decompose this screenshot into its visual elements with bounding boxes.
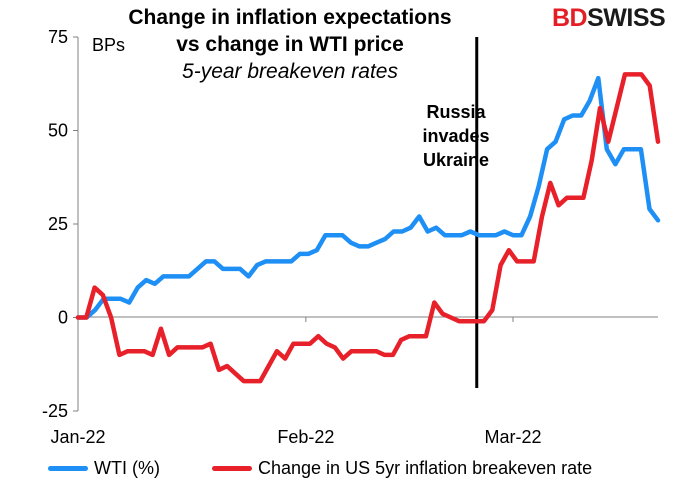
title-line-1: Change in inflation expectations [128,6,452,29]
series-line-breakeven [75,72,661,384]
y-tick-label: -25 [42,401,68,421]
legend-item-breakeven: Change in US 5yr inflation breakeven rat… [212,458,592,479]
series-line-wti [75,75,661,320]
brand-logo: BDSWISS [552,4,666,33]
logo-bd: BD [552,4,588,32]
x-tick-label: Mar-22 [484,427,541,447]
y-axis-unit-label: BPs [92,35,126,55]
legend-label-breakeven: Change in US 5yr inflation breakeven rat… [258,458,593,478]
event-annotation: Russia invades Ukraine [422,102,490,170]
x-axis: Jan-22 Feb-22 Mar-22 [50,316,658,447]
legend-label-wti: WTI (%) [94,458,160,478]
y-axis: -25 0 25 50 75 [42,27,79,421]
legend-swatch-wti [48,466,88,471]
y-tick-label: 75 [48,27,68,47]
legend-swatch-breakeven [212,466,252,471]
y-tick-label: 0 [58,308,68,328]
title-line-2: vs change in WTI price [176,33,404,56]
y-tick-label: 50 [48,121,68,141]
chart-title: Change in inflation expectations vs chan… [60,4,520,85]
chart-subtitle: 5-year breakeven rates [182,60,398,83]
x-tick-label: Jan-22 [50,427,105,447]
series-layer [75,72,661,384]
legend-item-wti: WTI (%) [48,458,160,479]
logo-swiss: SWISS [587,4,666,32]
y-tick-label: 25 [48,214,68,234]
x-tick-label: Feb-22 [277,427,334,447]
